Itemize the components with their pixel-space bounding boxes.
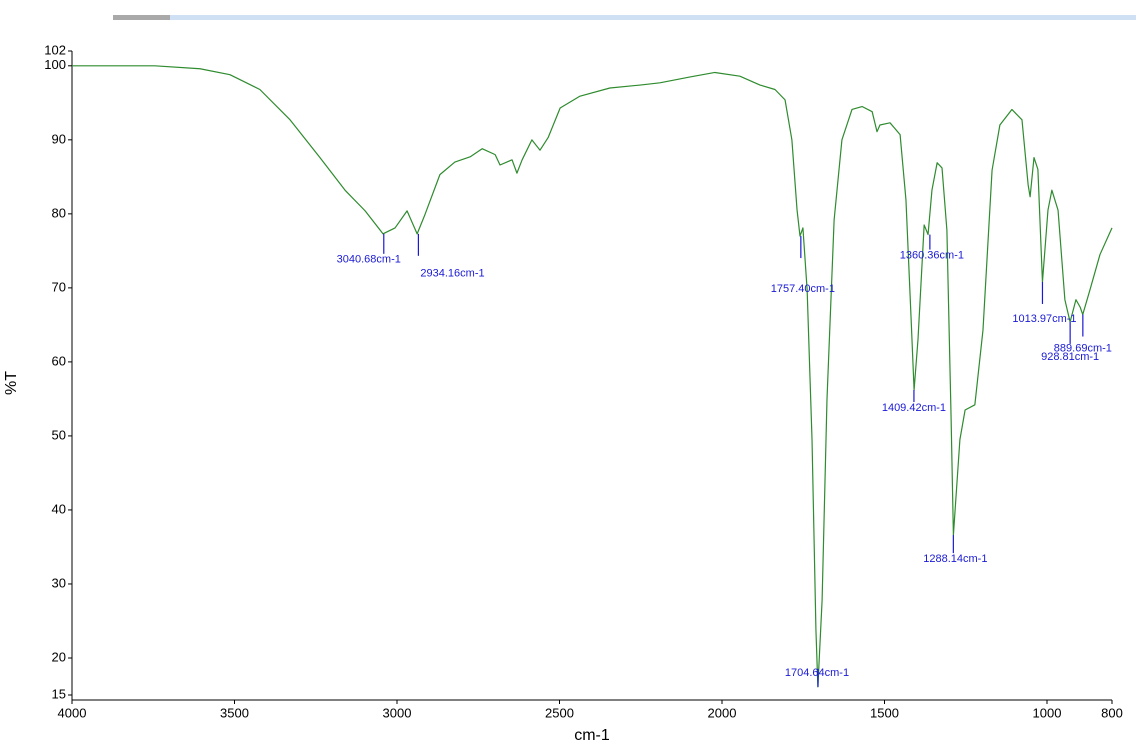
y-tick-label: 80 bbox=[52, 205, 66, 220]
y-tick-label: 100 bbox=[44, 57, 66, 72]
peak-label: 1360.36cm-1 bbox=[900, 249, 964, 261]
x-tick-label: 1000 bbox=[1033, 705, 1062, 720]
x-tick-label: 3000 bbox=[383, 705, 412, 720]
y-tick-label: 20 bbox=[52, 649, 66, 664]
y-tick-label: 30 bbox=[52, 575, 66, 590]
y-tick-label: 60 bbox=[52, 353, 66, 368]
peak-label: 928.81cm-1 bbox=[1041, 351, 1099, 363]
peak-label: 1288.14cm-1 bbox=[923, 553, 987, 565]
y-tick-label: 102 bbox=[44, 42, 66, 57]
x-axis-label: cm-1 bbox=[574, 727, 610, 744]
x-tick-label: 2500 bbox=[545, 705, 574, 720]
scroll-thumb bbox=[113, 15, 170, 20]
y-axis-label: %T bbox=[3, 371, 20, 395]
y-tick-label: 40 bbox=[52, 501, 66, 516]
spectrum-line bbox=[72, 65, 1113, 688]
peak-label: 1704.64cm-1 bbox=[785, 667, 849, 679]
x-tick-label: 3500 bbox=[220, 705, 249, 720]
x-tick-label: 4000 bbox=[58, 705, 87, 720]
y-tick-label: 70 bbox=[52, 279, 66, 294]
peak-label: 1757.40cm-1 bbox=[771, 283, 835, 295]
peak-label: 2934.16cm-1 bbox=[420, 268, 484, 280]
peak-label: 3040.68cm-1 bbox=[337, 254, 401, 266]
scroll-track bbox=[170, 15, 1136, 20]
y-tick-label: 90 bbox=[52, 131, 66, 146]
y-tick-label: 50 bbox=[52, 427, 66, 442]
x-tick-label: 800 bbox=[1101, 705, 1123, 720]
y-tick-label: 15 bbox=[52, 686, 66, 701]
peak-label: 889.69cm-1 bbox=[1054, 342, 1112, 354]
x-tick-label: 2000 bbox=[708, 705, 737, 720]
x-tick-label: 1500 bbox=[870, 705, 899, 720]
peak-label: 1409.42cm-1 bbox=[882, 402, 946, 414]
peak-label: 1013.97cm-1 bbox=[1012, 313, 1076, 325]
